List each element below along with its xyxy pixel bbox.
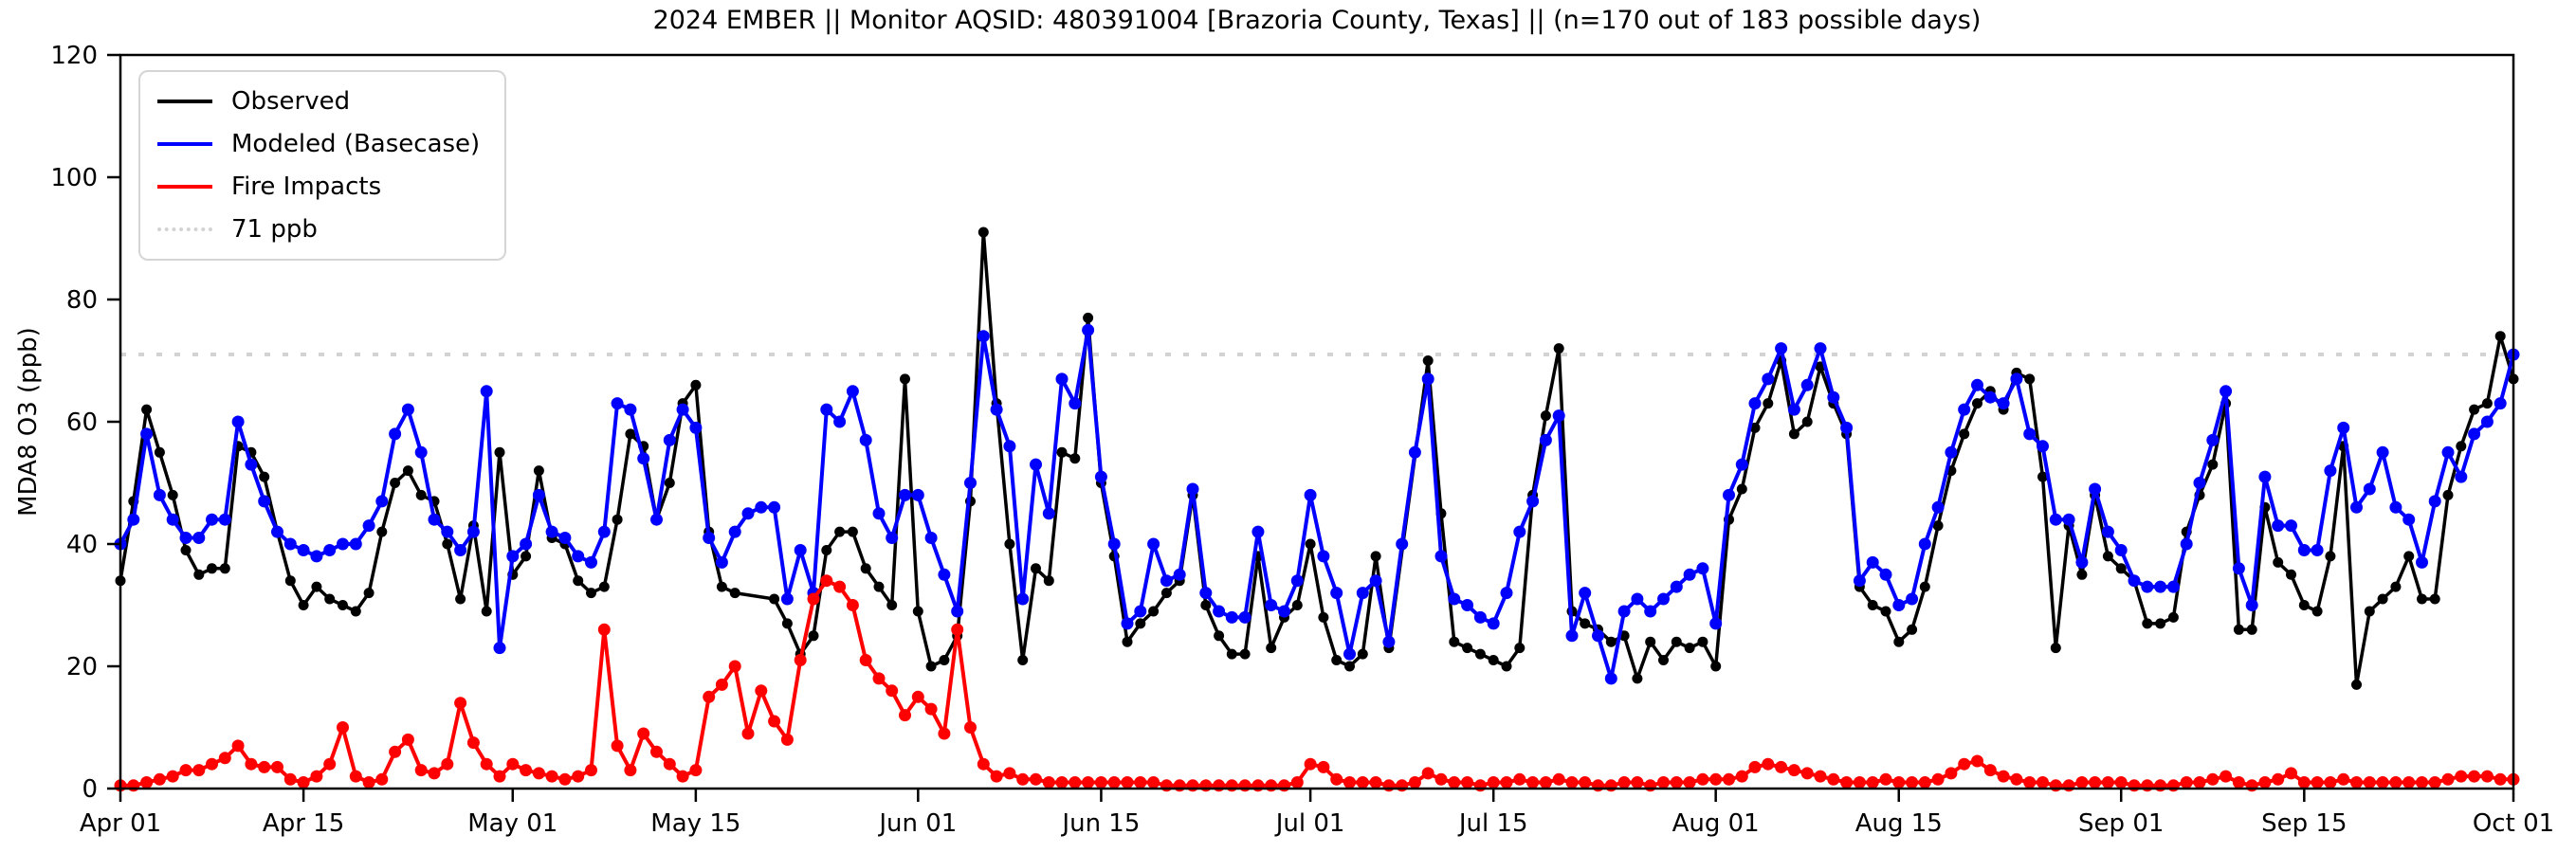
svg-text:May 01: May 01 (467, 809, 557, 838)
legend-label: 71 ppb (231, 215, 318, 244)
legend-label: Modeled (Basecase) (231, 130, 481, 158)
legend-label: Observed (231, 87, 351, 116)
legend: Observed Modeled (Basecase) Fire Impacts… (138, 70, 507, 261)
svg-text:Jul 15: Jul 15 (1457, 809, 1528, 838)
legend-label: Fire Impacts (231, 172, 382, 201)
svg-text:Jun 01: Jun 01 (877, 809, 957, 838)
threshold-line-sample (157, 227, 212, 231)
svg-text:Sep 15: Sep 15 (2261, 809, 2347, 838)
svg-text:120: 120 (50, 42, 98, 70)
y-axis-label: MDA8 O3 (ppb) (14, 327, 43, 517)
modeled-line-sample (157, 142, 212, 146)
svg-text:40: 40 (66, 531, 98, 559)
svg-text:Apr 15: Apr 15 (263, 809, 344, 838)
svg-text:Aug 01: Aug 01 (1672, 809, 1760, 838)
svg-text:0: 0 (82, 775, 98, 804)
svg-text:Jul 01: Jul 01 (1274, 809, 1345, 838)
legend-item-modeled: Modeled (Basecase) (157, 128, 480, 160)
legend-item-threshold: 71 ppb (157, 213, 480, 245)
observed-line-sample (157, 100, 212, 103)
svg-text:Apr 01: Apr 01 (80, 809, 161, 838)
chart-title: 2024 EMBER || Monitor AQSID: 480391004 [… (652, 6, 1982, 35)
svg-text:May 15: May 15 (650, 809, 740, 838)
svg-text:Aug 15: Aug 15 (1855, 809, 1943, 838)
svg-text:Jun 15: Jun 15 (1060, 809, 1140, 838)
legend-item-observed: Observed (157, 85, 480, 118)
svg-text:60: 60 (66, 408, 98, 437)
svg-text:80: 80 (66, 286, 98, 315)
svg-text:100: 100 (50, 164, 98, 192)
svg-text:20: 20 (66, 653, 98, 681)
svg-text:Sep 01: Sep 01 (2078, 809, 2164, 838)
svg-text:Oct 01: Oct 01 (2473, 809, 2554, 838)
legend-item-fire: Fire Impacts (157, 171, 480, 203)
fire-line-sample (157, 185, 212, 189)
